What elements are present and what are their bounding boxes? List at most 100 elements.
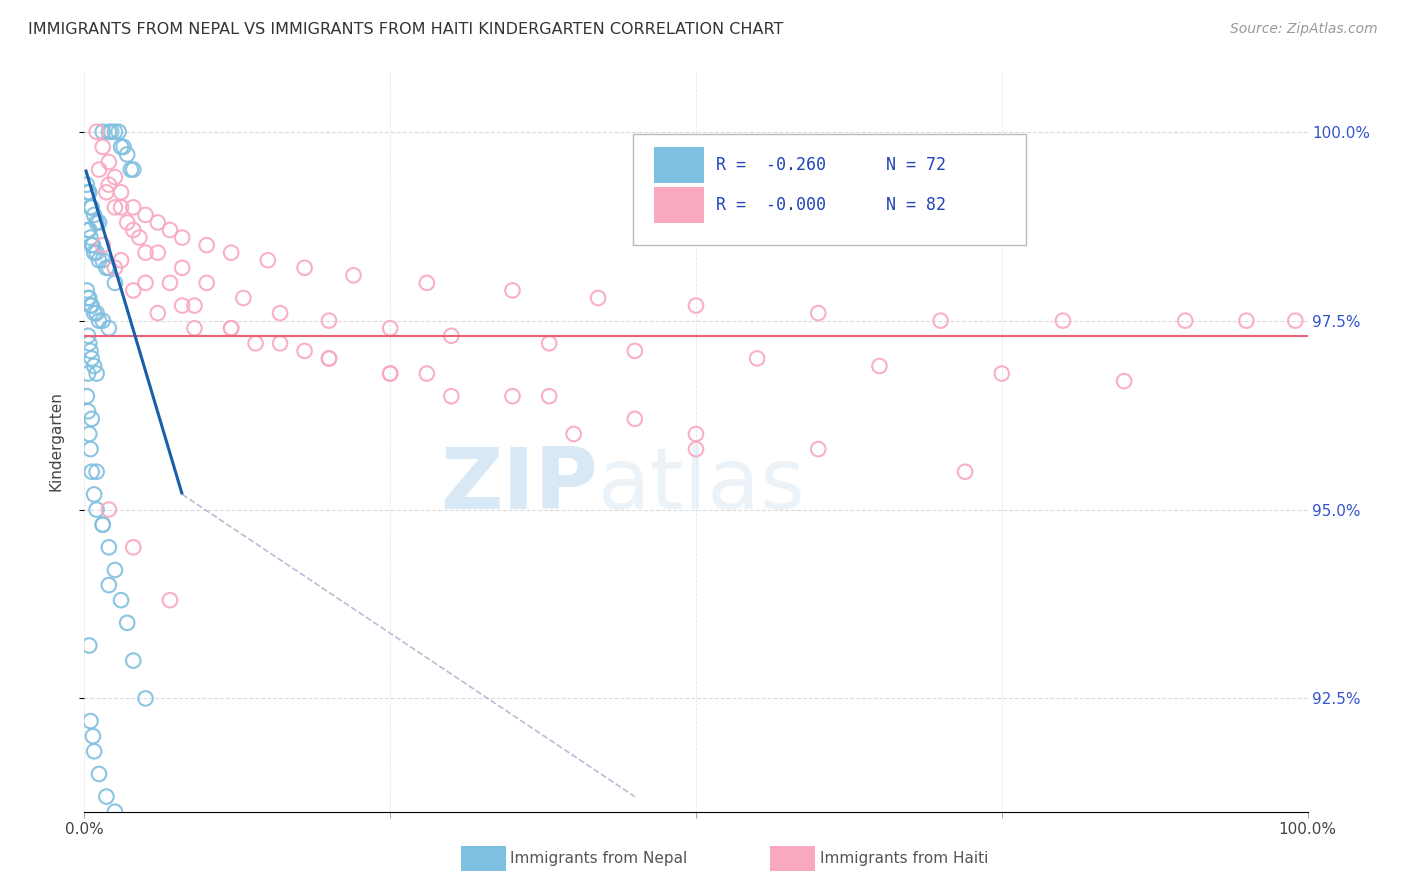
Point (257, 253, 280, 268)
Point (232, 291, 254, 305)
Point (77, 328, 100, 343)
Point (1284, 313, 1306, 327)
Point (76, 178, 98, 192)
Point (87, 767, 110, 781)
Point (342, 268, 364, 283)
Point (97, 125, 120, 139)
Point (685, 427, 707, 442)
Point (112, 140, 135, 154)
Point (104, 200, 127, 214)
Point (110, 593, 132, 607)
Point (122, 200, 145, 214)
Point (80, 200, 103, 214)
Point (91, 140, 114, 154)
Point (110, 186, 132, 200)
Point (91, 125, 114, 139)
Point (146, 245, 169, 260)
Point (122, 541, 145, 555)
Point (685, 299, 707, 313)
Point (79, 230, 101, 244)
Point (86, 367, 108, 381)
Point (172, 260, 194, 275)
Text: ZIP: ZIP (440, 444, 598, 527)
Point (502, 389, 524, 403)
Point (110, 253, 132, 268)
Point (624, 412, 647, 426)
Point (77, 223, 100, 237)
Point (91, 517, 114, 532)
Point (86, 306, 108, 320)
Point (115, 615, 138, 630)
Point (1236, 313, 1258, 327)
Point (77, 404, 100, 418)
Point (83, 744, 105, 758)
Point (159, 593, 181, 607)
Point (115, 215, 138, 229)
Point (219, 321, 242, 335)
Point (79, 299, 101, 313)
Point (562, 427, 585, 442)
Point (1174, 313, 1197, 327)
Point (318, 313, 340, 327)
Point (83, 208, 105, 222)
Point (135, 245, 157, 260)
Point (76, 389, 98, 403)
Point (107, 125, 129, 139)
Point (172, 230, 194, 244)
Point (159, 276, 181, 290)
Point (294, 260, 316, 275)
Point (77, 291, 100, 305)
Point (77, 639, 100, 653)
Point (77, 223, 100, 237)
Point (77, 427, 100, 442)
Point (86, 125, 108, 139)
Point (77, 336, 100, 351)
Point (97, 541, 120, 555)
Point (91, 253, 114, 268)
Point (76, 284, 98, 298)
Point (97, 260, 120, 275)
Point (195, 276, 218, 290)
Point (97, 502, 120, 516)
Point (929, 313, 952, 327)
Point (172, 299, 194, 313)
Point (82, 238, 104, 252)
Point (77, 367, 100, 381)
Point (104, 276, 127, 290)
Text: atlas: atlas (598, 444, 806, 527)
Point (146, 306, 169, 320)
Point (97, 178, 120, 192)
Point (104, 125, 127, 139)
Point (87, 313, 110, 327)
Point (86, 245, 108, 260)
Point (1052, 313, 1074, 327)
Point (747, 351, 769, 366)
Point (97, 155, 120, 169)
Point (115, 147, 138, 161)
Point (100, 125, 122, 139)
Text: IMMIGRANTS FROM NEPAL VS IMMIGRANTS FROM HAITI KINDERGARTEN CORRELATION CHART: IMMIGRANTS FROM NEPAL VS IMMIGRANTS FROM… (28, 22, 783, 37)
Point (269, 306, 291, 320)
Point (183, 321, 205, 335)
Point (146, 215, 169, 229)
Point (380, 367, 402, 381)
Point (77, 186, 100, 200)
Point (87, 253, 110, 268)
Point (416, 276, 439, 290)
Point (91, 313, 114, 327)
Point (245, 336, 267, 351)
Point (159, 223, 181, 237)
Text: N = 82: N = 82 (886, 196, 946, 214)
Point (83, 245, 105, 260)
Point (83, 306, 105, 320)
Point (991, 367, 1014, 381)
Point (135, 208, 157, 222)
Point (83, 487, 105, 501)
Point (86, 465, 108, 479)
Y-axis label: Kindergarten: Kindergarten (49, 392, 63, 491)
Point (79, 442, 101, 456)
Point (183, 299, 205, 313)
Point (122, 223, 145, 237)
Text: N = 72: N = 72 (886, 156, 946, 174)
Point (219, 321, 242, 335)
